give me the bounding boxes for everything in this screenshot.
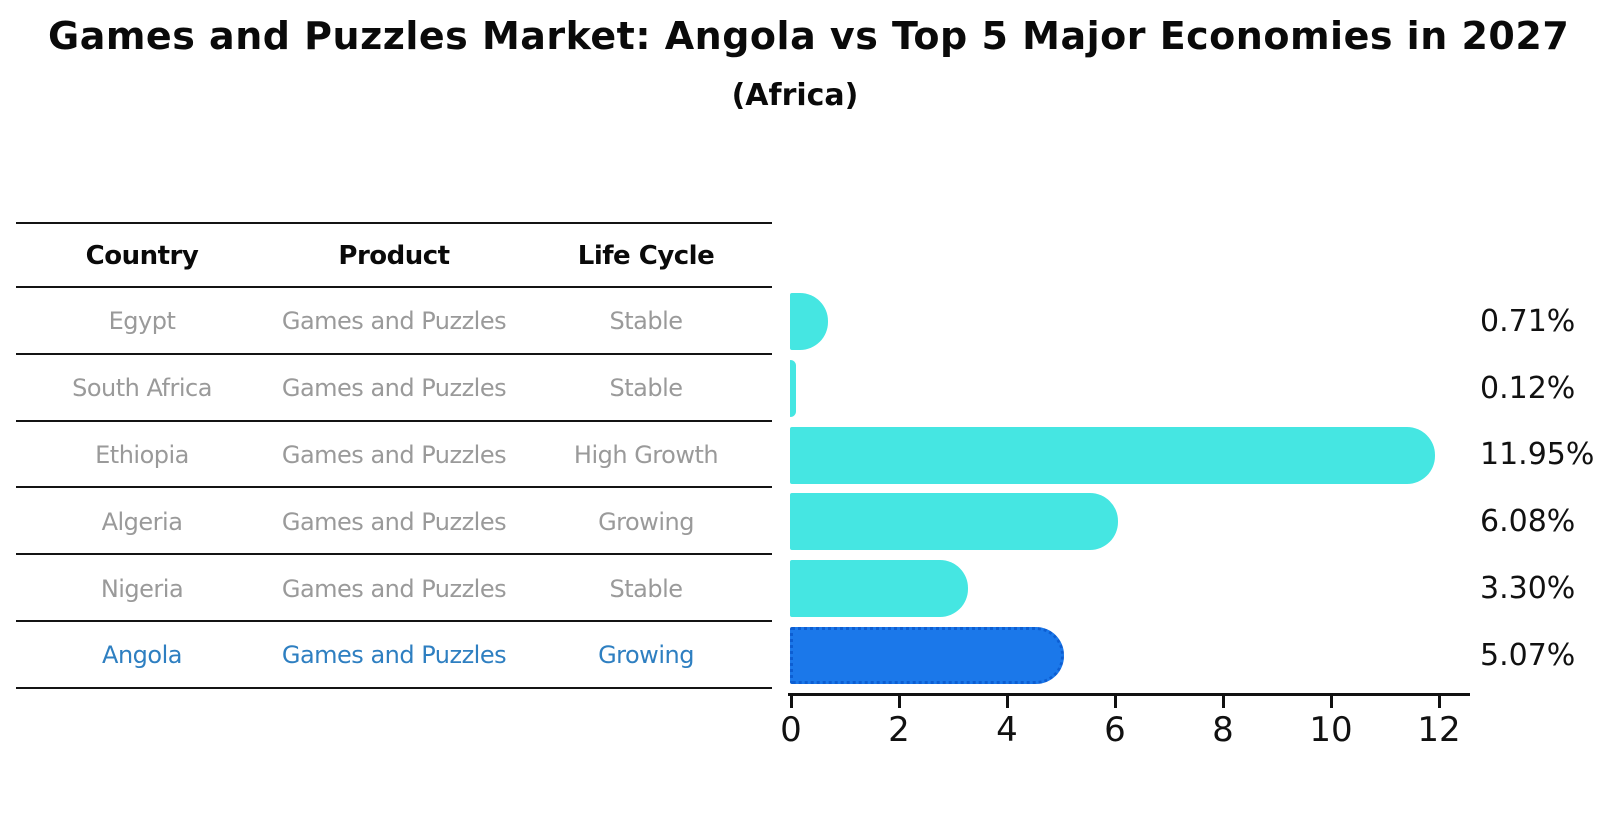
table-row-divider: [16, 352, 772, 355]
x-tick-label: 6: [1104, 710, 1126, 750]
chart-title: Games and Puzzles Market: Angola vs Top …: [48, 14, 1570, 58]
x-tick-mark: [1438, 696, 1441, 708]
table-cell-country: Ethiopia: [95, 440, 189, 469]
table-cell-country: Algeria: [101, 507, 183, 536]
table-cell-country: Nigeria: [100, 574, 184, 603]
table-header-divider: [16, 286, 772, 288]
bar-value-label: 5.07%: [1480, 637, 1576, 673]
table-body: Egypt Games and Puzzles Stable South Africa…: [16, 288, 772, 689]
bar-algeria: [790, 493, 1119, 551]
table-cell-country: South Africa: [72, 374, 212, 403]
table-row: South Africa Games and Puzzles Stable: [16, 355, 772, 422]
bar-value-label: 6.08%: [1480, 504, 1576, 540]
x-tick-label: 8: [1212, 710, 1234, 750]
bar-row: [790, 422, 1470, 489]
x-tick-mark: [898, 696, 901, 708]
bar-plot-area: [790, 288, 1470, 689]
table-cell-product: Games and Puzzles: [281, 574, 507, 603]
bar-angola: [790, 626, 1064, 684]
x-tick-mark: [1114, 696, 1117, 708]
x-tick-mark: [1222, 696, 1225, 708]
table-cell-product: Games and Puzzles: [281, 507, 507, 536]
table-row-divider: [16, 686, 772, 689]
table-border-top: [16, 222, 772, 224]
table-row: Algeria Games and Puzzles Growing: [16, 488, 772, 555]
table-row: Nigeria Games and Puzzles Stable: [16, 555, 772, 622]
bar-row: [790, 488, 1470, 555]
table-cell-country: Angola: [102, 641, 182, 670]
x-tick-mark: [1006, 696, 1009, 708]
table-cell-life-cycle: Growing: [598, 507, 694, 536]
table-cell-life-cycle: Stable: [609, 307, 683, 336]
table-header-life-cycle: Life Cycle: [577, 241, 715, 271]
x-tick-mark: [790, 696, 793, 708]
table-cell-country: Egypt: [108, 307, 176, 336]
x-tick-label: 4: [996, 710, 1018, 750]
table-cell-life-cycle: Growing: [598, 641, 694, 670]
table-header-country: Country: [85, 241, 199, 271]
table-cell-life-cycle: Stable: [609, 574, 683, 603]
x-tick-label: 12: [1417, 710, 1461, 750]
bar-egypt: [790, 293, 829, 350]
table-cell-product: Games and Puzzles: [281, 641, 507, 670]
x-axis-line: [788, 693, 1470, 696]
x-axis-ticks: 0 2 4 6 8 10 12: [780, 696, 1470, 766]
table-cell-product: Games and Puzzles: [281, 440, 507, 469]
table-row-divider: [16, 620, 772, 622]
table-header-product: Product: [338, 241, 450, 271]
chart-subtitle: (Africa): [731, 78, 859, 113]
x-tick-label: 10: [1309, 710, 1353, 750]
bar-row: [790, 622, 1470, 689]
table-cell-life-cycle: High Growth: [573, 440, 719, 469]
bar-row: [790, 555, 1470, 622]
x-tick-label: 2: [888, 710, 910, 750]
x-tick-label: 0: [780, 710, 802, 750]
table-row: Ethiopia Games and Puzzles High Growth: [16, 422, 772, 489]
table-row-divider: [16, 553, 772, 556]
table-row-divider: [16, 486, 772, 489]
table-cell-life-cycle: Stable: [609, 374, 683, 403]
bar-value-label: 11.95%: [1480, 437, 1595, 473]
table-row: Egypt Games and Puzzles Stable: [16, 288, 772, 355]
table-cell-product: Games and Puzzles: [281, 374, 507, 403]
bar-row: [790, 355, 1470, 422]
bar-value-label: 0.12%: [1480, 370, 1576, 406]
table-cell-product: Games and Puzzles: [281, 307, 507, 336]
bar-value-label: 3.30%: [1480, 571, 1576, 607]
value-label-column: 0.71% 0.12% 11.95% 6.08% 3.30% 5.07%: [1480, 288, 1604, 689]
bar-nigeria: [790, 560, 969, 618]
table-row: Angola Games and Puzzles Growing: [16, 622, 772, 689]
x-tick-mark: [1330, 696, 1333, 708]
bar-value-label: 0.71%: [1480, 303, 1576, 339]
bar-ethiopia: [790, 426, 1436, 484]
bar-row: [790, 288, 1470, 355]
table-header-row: Country Product Life Cycle: [16, 224, 772, 288]
table-row-divider: [16, 419, 772, 422]
bar-south-africa: [790, 359, 797, 417]
